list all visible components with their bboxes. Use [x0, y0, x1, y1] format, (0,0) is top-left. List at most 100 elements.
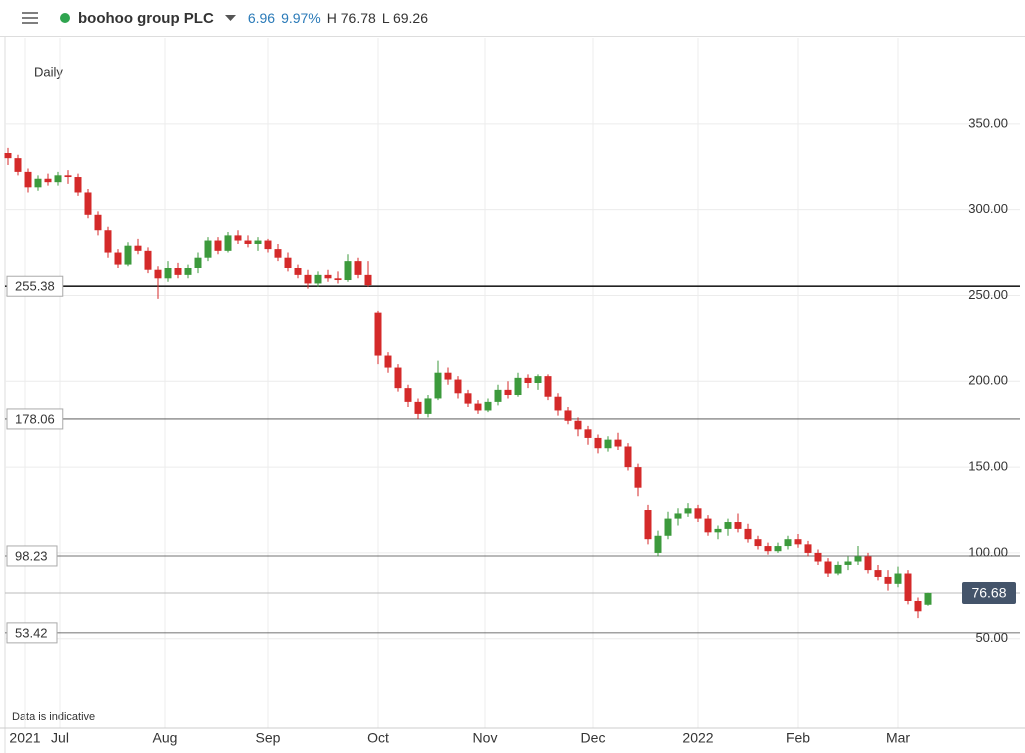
candle-body: [294, 268, 302, 275]
candle-body: [414, 401, 422, 414]
candle-body: [544, 376, 552, 397]
candle-body: [234, 235, 242, 241]
level-box: [6, 545, 58, 567]
candle-body: [184, 268, 192, 275]
candle-body: [44, 178, 52, 183]
candle-body: [894, 573, 902, 584]
candle-body: [394, 367, 402, 389]
candle-body: [744, 528, 752, 540]
header-bar: boohoo group PLC 6.96 9.97% H 76.78 L 69…: [0, 0, 1025, 37]
candle-body: [784, 539, 792, 547]
candle-body: [104, 230, 112, 253]
candle-body: [64, 175, 72, 178]
y-tick-label: 300.00: [968, 201, 1008, 216]
candle-body: [244, 240, 252, 244]
level-text: 178.06: [15, 411, 55, 426]
candle-body: [114, 252, 122, 265]
candle-body: [484, 401, 492, 411]
candle-body: [444, 372, 452, 380]
candle-body: [634, 467, 642, 488]
candle-body: [54, 175, 62, 183]
candle-body: [864, 556, 872, 571]
candle-body: [504, 389, 512, 396]
interval-label: Daily: [34, 64, 63, 79]
level-box: [6, 275, 64, 297]
candle-body: [914, 600, 922, 612]
candle-body: [644, 510, 652, 540]
candle-body: [274, 249, 282, 258]
candle-body: [494, 389, 502, 402]
x-tick-bg: [7, 729, 43, 746]
candle-body: [424, 398, 432, 414]
candle-body: [524, 377, 532, 383]
candle-body: [824, 561, 832, 574]
candle-body: [374, 312, 382, 356]
x-tick-label: 2021: [9, 730, 40, 746]
candle-body: [684, 508, 692, 514]
candle-body: [694, 508, 702, 519]
candle-body: [704, 518, 712, 533]
candle-body: [194, 257, 202, 268]
x-tick-label: Sep: [256, 730, 281, 746]
day-high: H 76.78: [326, 10, 376, 26]
candle-body: [734, 522, 742, 529]
dropdown-icon[interactable]: [224, 13, 238, 23]
level-label: 98.23: [6, 545, 58, 567]
candle-body: [174, 268, 182, 275]
candle-body: [14, 158, 22, 172]
candle-body: [344, 261, 352, 281]
candle-body: [404, 388, 412, 402]
candle-body: [454, 379, 462, 394]
chart: Daily Data is indicative 50.00 100.00 150.…: [0, 36, 1025, 753]
candle-body: [514, 377, 522, 396]
candle-body: [854, 556, 862, 562]
y-tick-label: 350.00: [968, 115, 1008, 130]
y-tick-label: 50.00: [975, 630, 1008, 645]
last-price-label: 76.68: [971, 585, 1006, 601]
level-label: 255.38: [6, 275, 64, 297]
level-label: 53.42: [6, 622, 58, 644]
x-tick-label: 2022: [682, 730, 713, 746]
candle-body: [204, 240, 212, 258]
candle-body: [614, 439, 622, 447]
candle-body: [624, 446, 632, 468]
candle-body: [474, 403, 482, 411]
change: 6.96: [247, 10, 276, 26]
candle-body: [814, 552, 822, 562]
y-tick-label: 150.00: [968, 459, 1008, 474]
candle-body: [924, 592, 932, 605]
candle-body: [334, 278, 342, 281]
candle-body: [124, 245, 132, 265]
candle-body: [904, 573, 912, 601]
candle-body: [534, 376, 542, 383]
candle-body: [584, 429, 592, 438]
candle-body: [4, 153, 12, 159]
y-tick-label: 100.00: [968, 544, 1008, 559]
candle-body: [324, 274, 332, 279]
candle-body: [94, 214, 102, 231]
candle-body: [164, 268, 172, 279]
menu-icon[interactable]: [20, 10, 42, 26]
candle-body: [84, 192, 92, 215]
candle-body: [574, 420, 582, 430]
x-tick-label: Nov: [473, 730, 498, 746]
level-box: [6, 622, 58, 644]
last-price-box: [962, 581, 1016, 604]
candle-body: [364, 274, 372, 286]
level-label: 178.06: [6, 408, 64, 430]
instrument-name[interactable]: boohoo group PLC: [78, 9, 214, 27]
candle-body: [264, 240, 272, 250]
candle-body: [254, 240, 262, 244]
candle-body: [664, 518, 672, 536]
candle-body: [464, 393, 472, 404]
candle-body: [154, 269, 162, 279]
candle-body: [74, 177, 82, 193]
x-tick-label: Dec: [581, 730, 606, 746]
candle-body: [24, 171, 32, 188]
y-tick-label: 250.00: [968, 287, 1008, 302]
change-pct: 9.97%: [281, 10, 321, 26]
level-text: 53.42: [15, 625, 48, 640]
candle-body: [434, 372, 442, 399]
candle-body: [384, 355, 392, 368]
candle-body: [564, 410, 572, 421]
